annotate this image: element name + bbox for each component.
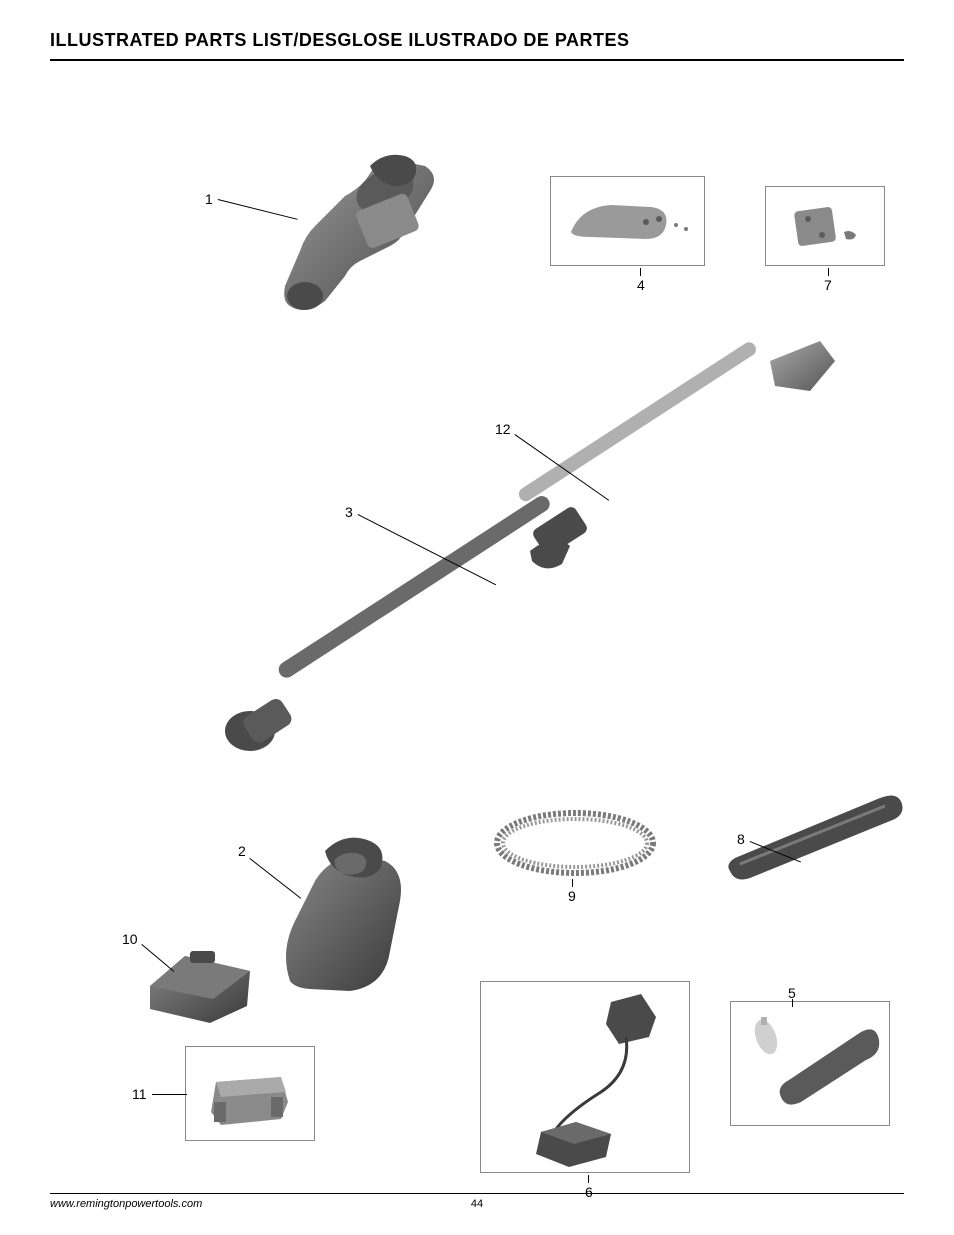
part-label-10: 10	[122, 931, 138, 947]
part-label-12: 12	[495, 421, 511, 437]
part-box-scabbard	[730, 1001, 890, 1126]
part-saw-chain	[490, 806, 660, 881]
part-label-5: 5	[788, 985, 796, 1001]
part-box-wall-mount	[185, 1046, 315, 1141]
part-label-8: 8	[737, 831, 745, 847]
part-battery-pack	[135, 931, 265, 1031]
part-label-9: 9	[568, 888, 576, 904]
page-title: ILLUSTRATED PARTS LIST/DESGLOSE ILUSTRAD…	[50, 30, 904, 61]
part-label-1: 1	[205, 191, 213, 207]
tick-4	[640, 268, 641, 276]
part-guide-bar	[720, 786, 910, 886]
footer-page-number: 44	[471, 1198, 483, 1210]
part-pole-assembly	[190, 336, 850, 776]
part-label-7: 7	[824, 277, 832, 293]
part-label-2: 2	[238, 843, 246, 859]
part-label-3: 3	[345, 504, 353, 520]
page-footer: www.remingtonpowertools.com 44	[50, 1193, 904, 1210]
part-label-11: 11	[132, 1086, 147, 1102]
part-box-charger	[480, 981, 690, 1173]
tick-9	[572, 879, 573, 887]
part-label-4: 4	[637, 277, 645, 293]
tick-7	[828, 268, 829, 276]
part-box-mounting-plate	[765, 186, 885, 266]
parts-diagram: 1 2 3 4 5 6 7 8 9 10 11 12	[50, 101, 904, 1161]
part-motor-housing	[260, 821, 430, 1011]
tick-6	[588, 1175, 589, 1183]
part-chainsaw-head	[270, 136, 480, 326]
part-box-sprocket-cover	[550, 176, 705, 266]
leader-11	[152, 1094, 187, 1095]
